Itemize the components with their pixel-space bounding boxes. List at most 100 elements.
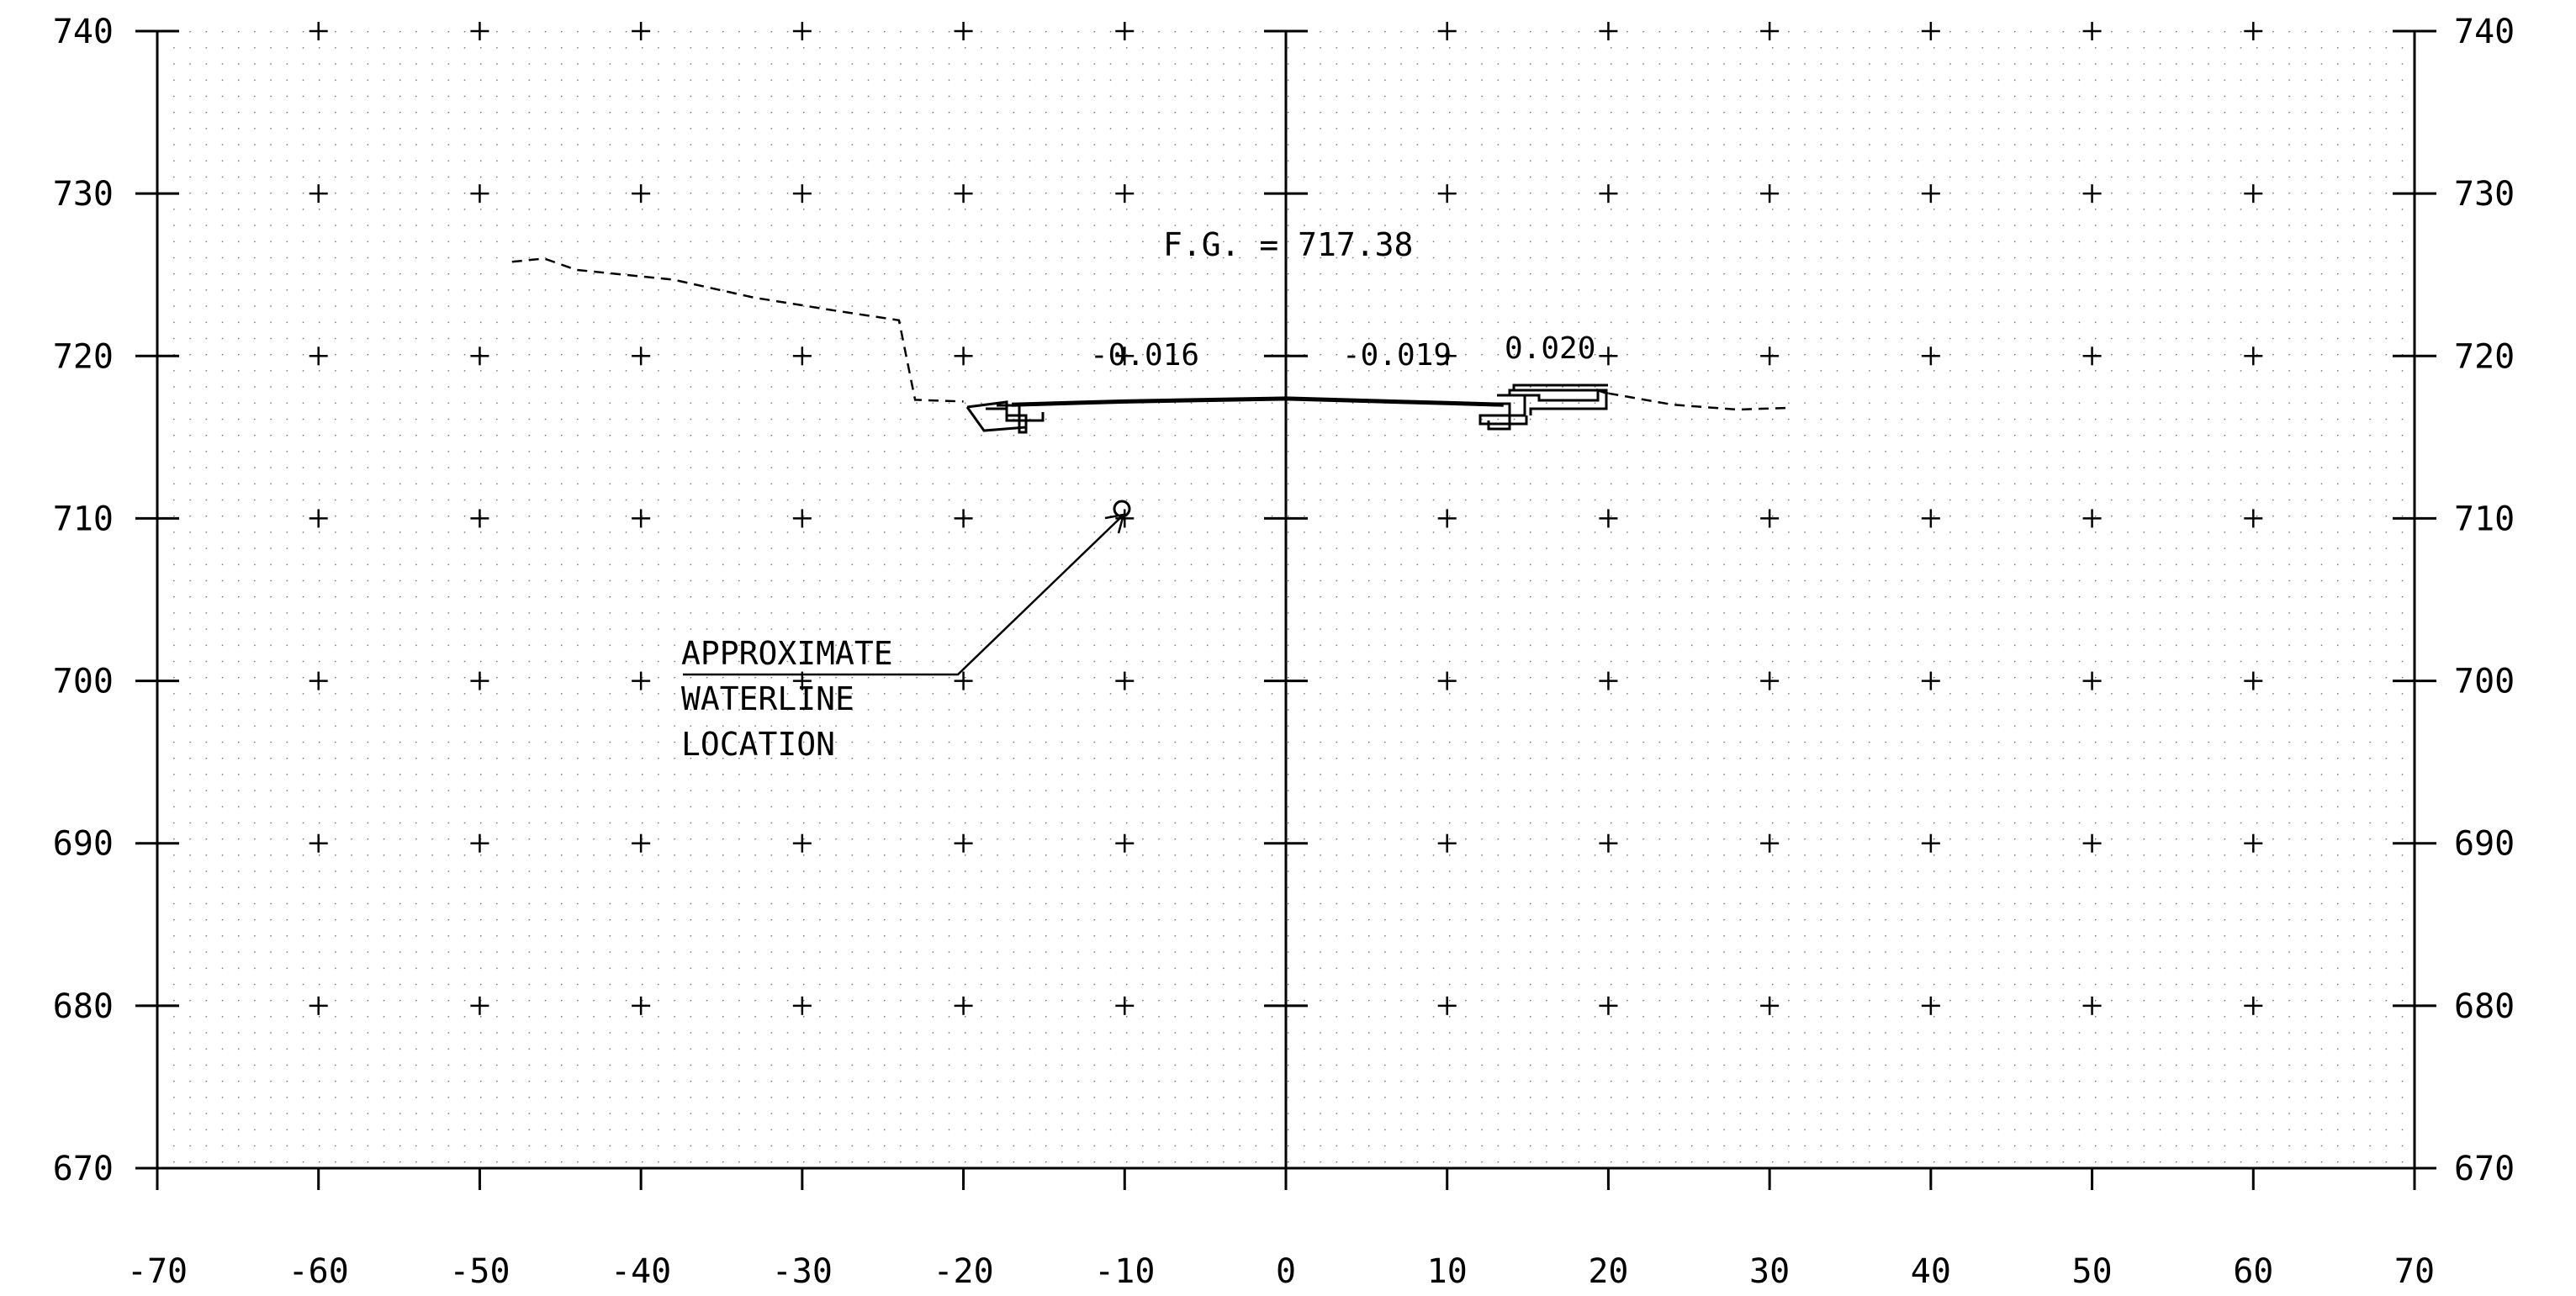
grid-cross [1115,346,1135,366]
x-tick-label: -30 [772,1252,833,1291]
x-tick-label: 70 [2394,1252,2435,1291]
grid-cross [632,996,651,1015]
grid-cross [1760,833,1780,853]
grid-cross [1921,346,1940,366]
y-tick-label-left: 730 [53,175,114,214]
y-tick-label-left: 720 [53,337,114,376]
grid-cross [470,509,489,528]
x-tick-label: -70 [127,1252,188,1291]
grid-cross [470,671,489,690]
grid-cross [792,833,812,853]
y-tick-label-left: 680 [53,987,114,1026]
y-tick-label-right: 740 [2454,13,2515,51]
waterline-leader [683,514,1124,676]
grid-cross [1921,996,1940,1015]
grid-cross [2082,996,2102,1015]
left-curb [965,400,1045,434]
y-tick-label-left: 740 [53,13,114,51]
y-tick-label-left: 710 [53,500,114,538]
grid-cross [2244,996,2263,1015]
grid-cross [1437,996,1457,1015]
grid-cross [2244,833,2263,853]
grid-cross [1437,184,1457,204]
x-tick-label: 30 [1749,1252,1790,1291]
grid-cross [954,346,973,366]
grid-cross [792,22,812,40]
grid-cross [632,509,651,528]
grid-cross [309,346,328,366]
proposed-profile [1012,396,1504,407]
grid-cross [309,184,328,204]
grid-cross [1599,346,1618,366]
grid-cross [1599,671,1618,690]
x-tick-label: -20 [933,1252,993,1291]
grid-cross [309,671,328,690]
y-tick-label-right: 680 [2454,987,2515,1026]
grid-cross [2082,833,2102,853]
grid-cross [470,833,489,853]
x-tick-label: 50 [2071,1252,2112,1291]
existing-ground-left [511,257,964,403]
grid-cross [2082,346,2102,366]
finish-grade-label: F.G. = 717.38 [1163,226,1413,263]
grid-cross [1760,509,1780,528]
leader-arrowhead [1104,513,1125,534]
grid-cross [1437,509,1457,528]
right-curb [1478,384,1609,431]
grid-cross [309,509,328,528]
y-tick-label-right: 670 [2454,1150,2515,1188]
grid-cross [309,996,328,1015]
x-tick-label: 20 [1588,1252,1628,1291]
grid-cross [792,184,812,204]
x-tick-label: 0 [1276,1252,1296,1291]
grid-cross [632,22,651,40]
grid-cross [1115,833,1135,853]
grid-cross [1921,671,1940,690]
x-tick-label: 40 [1911,1252,1951,1291]
grid-cross [1437,346,1457,366]
grid-cross [954,509,973,528]
grid-cross [470,184,489,204]
grid-cross [1599,833,1618,853]
y-tick-label-left: 700 [53,663,114,701]
x-tick-labels: -70 -60 -50 -40 -30 -20 -10 0 10 20 30 40 50 60 70 [127,1252,2435,1291]
x-tick-label: -50 [449,1252,510,1291]
y-tick-label-left: 690 [53,825,114,864]
grid-cross [1760,671,1780,690]
grid-cross [1437,22,1457,40]
grid-cross [309,833,328,853]
grid-cross [2244,509,2263,528]
grid-cross [792,346,812,366]
grid-cross [470,22,489,40]
grid-cross [1437,671,1457,690]
y-tick-label-left: 670 [53,1150,114,1188]
grid-cross [2082,184,2102,204]
grid-cross [954,22,973,40]
x-tick-label: 60 [2233,1252,2273,1291]
grid-cross [1437,833,1457,853]
y-tick-label-right: 730 [2454,175,2515,214]
grid-cross [1599,509,1618,528]
x-tick-label: -10 [1094,1252,1155,1291]
grid-cross [632,184,651,204]
grid-cross [954,996,973,1015]
grid-cross [1921,22,1940,40]
grid-cross [632,833,651,853]
grid-cross [792,996,812,1015]
y-tick-label-right: 700 [2454,663,2515,701]
x-tick-label: -60 [288,1252,349,1291]
slope-right-label: 0.020 [1505,331,1595,366]
grid-cross [632,671,651,690]
y-tick-labels: 740 740 730 730 720 720 710 710 700 700 690 690 680 6… [53,13,2515,1188]
grid-cross [632,346,651,366]
grid-cross [2082,509,2102,528]
grid-cross [2244,671,2263,690]
waterline-note-line1: APPROXIMATE [681,635,893,672]
y-tick-label-right: 720 [2454,337,2515,376]
grid-cross [2082,22,2102,40]
slope-left-label: -0.016 [1090,338,1199,373]
grid-cross [1115,22,1135,40]
existing-ground-right [1608,392,1786,411]
grid-cross [1760,22,1780,40]
